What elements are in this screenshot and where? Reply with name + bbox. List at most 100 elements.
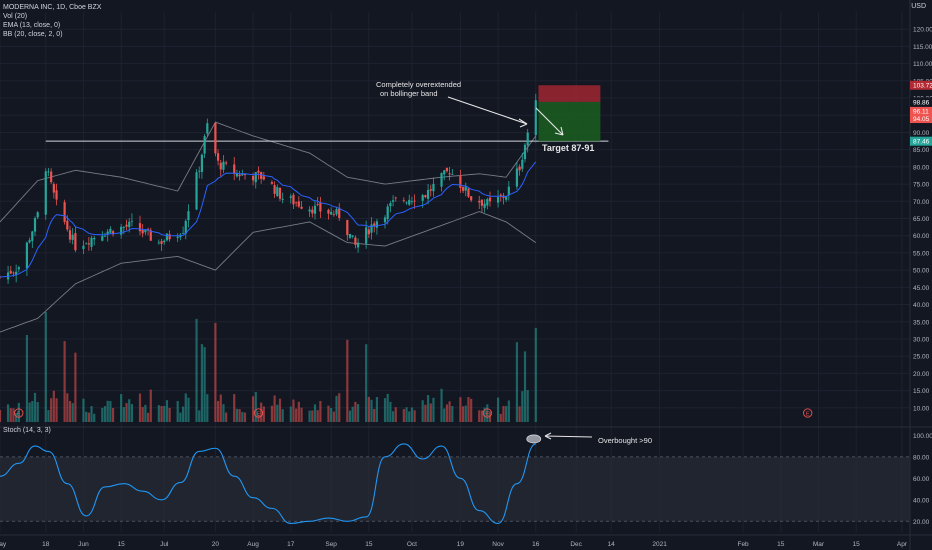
volume-bar — [9, 408, 12, 422]
volume-bar — [225, 412, 228, 422]
volume-bar — [36, 401, 39, 422]
candle-body — [101, 235, 104, 241]
volume-bar — [146, 412, 150, 422]
volume-bar — [71, 403, 74, 422]
volume-bar — [348, 410, 352, 422]
earnings-marker — [253, 408, 264, 418]
candle-body — [168, 234, 171, 240]
price-tick-label: 80.00 — [913, 164, 930, 171]
candle-body — [120, 226, 123, 235]
price-axis-label-bg — [910, 80, 932, 90]
candle-body — [200, 154, 204, 172]
stoch-band — [0, 456, 910, 522]
volume-bar — [483, 407, 486, 422]
volume-bar — [168, 407, 171, 422]
candle-body — [93, 237, 96, 240]
price-tick-label: 50.00 — [913, 268, 930, 275]
volume-bar — [332, 411, 335, 422]
indicator-vol: Vol (20) — [3, 13, 28, 20]
volume-bar — [163, 405, 166, 422]
annotation-overbought: Overbought >90 — [598, 436, 652, 445]
candle-body — [198, 170, 201, 172]
candle-body — [443, 170, 446, 175]
candle-body — [413, 200, 416, 202]
candle-body — [289, 196, 292, 198]
volume-bar — [354, 401, 357, 422]
symbol-title: MODERNA INC, 1D, Cboe BZX — [3, 4, 102, 11]
candle-body — [241, 173, 244, 176]
volume-bar — [496, 397, 500, 422]
candle-body — [222, 161, 225, 170]
volume-bar — [448, 401, 451, 422]
candle-body — [238, 174, 241, 177]
volume-bar — [144, 404, 147, 422]
volume-bar — [408, 411, 411, 422]
indicator-ema: EMA (13, close, 0) — [3, 22, 61, 29]
volume-bar — [470, 398, 473, 422]
volume-bar — [12, 408, 15, 422]
volume-bar — [526, 390, 529, 422]
price-tick-label: 55.00 — [913, 250, 930, 257]
volume-bar — [52, 390, 55, 422]
volume-bar — [233, 394, 236, 422]
volume-bar — [6, 404, 10, 422]
candle-body — [507, 186, 510, 196]
time-tick-label: 2021 — [652, 541, 667, 548]
candle-body — [85, 243, 88, 245]
volume-bar — [297, 401, 300, 422]
volume-bar — [251, 396, 255, 422]
volume-bar — [515, 342, 519, 422]
candle-body — [9, 270, 12, 274]
currency-label: USD — [911, 3, 926, 10]
candle-body — [66, 220, 69, 230]
candle-body — [402, 200, 405, 201]
volume-bar — [128, 399, 131, 422]
candle-body — [273, 185, 276, 194]
volume-bar — [122, 407, 125, 422]
earnings-marker-label: E — [485, 412, 489, 418]
volume-bar — [31, 401, 34, 422]
bb-upper-line — [0, 121, 537, 223]
candle-body — [478, 200, 481, 203]
target-arrow-head — [554, 126, 564, 136]
time-tick-label: 19 — [457, 541, 465, 548]
volume-bar — [17, 402, 20, 422]
candle-body — [526, 132, 529, 146]
volume-bar — [200, 344, 204, 422]
volume-bar — [394, 407, 397, 422]
volume-bar — [82, 398, 85, 422]
volume-bar — [28, 402, 31, 422]
candle-body — [292, 194, 295, 205]
price-tick-label: 25.00 — [913, 354, 930, 361]
volume-bar — [165, 400, 169, 422]
overbought-marker — [526, 434, 542, 444]
volume-bar — [451, 406, 454, 422]
volume-bar — [106, 400, 109, 422]
volume-bar — [195, 318, 198, 422]
volume-bar — [464, 405, 467, 422]
candle-body — [354, 237, 357, 245]
price-tick-label: 110.00 — [913, 61, 932, 68]
volume-bar — [421, 400, 424, 422]
volume-bar — [432, 397, 435, 422]
candle-body — [206, 123, 209, 134]
volume-bar — [383, 398, 387, 422]
volume-bar — [402, 409, 405, 422]
price-tick-label: 35.00 — [913, 319, 930, 326]
candle-body — [356, 242, 360, 248]
candle-body — [270, 182, 274, 184]
candle-body — [122, 226, 125, 228]
candle-body — [90, 237, 93, 247]
ema-line — [0, 161, 537, 278]
overextended-arrow-head — [518, 118, 528, 128]
time-tick-label: 15 — [777, 541, 785, 548]
time-tick-label: Dec — [570, 541, 582, 548]
price-axis-label: 98.86 — [913, 99, 930, 106]
candle-body — [187, 211, 190, 221]
volume-bar — [109, 400, 112, 422]
candle-body — [106, 231, 109, 235]
candle-body — [144, 229, 147, 233]
candle-body — [36, 212, 39, 218]
candle-body — [278, 188, 282, 199]
